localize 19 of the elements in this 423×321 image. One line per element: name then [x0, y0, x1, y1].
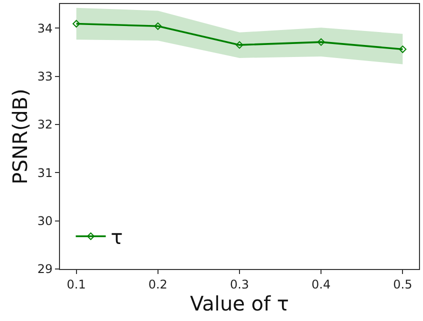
x-axis-title: Value of τ [190, 291, 289, 316]
x-tick-label: 0.5 [393, 277, 412, 292]
y-axis-title: PSNR(dB) [8, 88, 32, 184]
point [236, 41, 244, 49]
y-tick-label: 32 [37, 118, 53, 132]
y-tick-label: 29 [37, 262, 53, 276]
point [154, 22, 162, 30]
legend-label: τ [110, 225, 123, 250]
point [317, 38, 325, 46]
point [72, 20, 80, 28]
x-tick-label: 0.2 [148, 277, 168, 292]
y-tick-label: 34 [37, 21, 53, 36]
y-tick-label: 31 [37, 166, 53, 180]
point [398, 46, 406, 54]
x-tick-label: 0.3 [230, 277, 250, 292]
x-tick-label: 0.4 [312, 277, 331, 292]
y-tick-label: 30 [37, 214, 53, 228]
x-tick-label: 0.1 [66, 277, 86, 292]
y-tick-label: 33 [37, 69, 53, 84]
